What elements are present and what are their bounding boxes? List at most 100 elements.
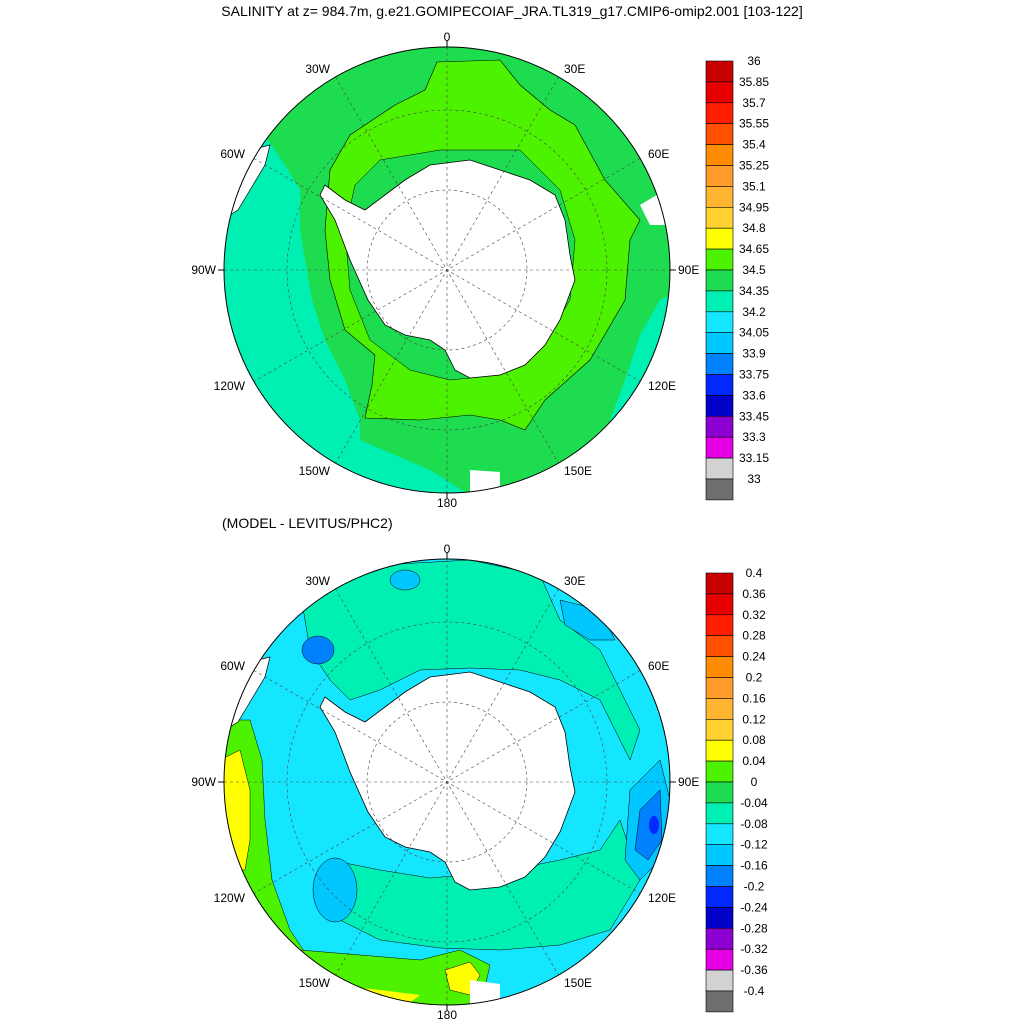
salinity-colorbar-swatch (705, 60, 734, 83)
diff-pool-minus-0.16-east (634, 789, 663, 861)
salinity-colorbar-swatch (705, 436, 734, 459)
difference-colorbar-label: -0.32 (740, 942, 768, 956)
salinity-colorbar-label: 34.2 (742, 305, 766, 319)
difference-colorbar-swatch (705, 781, 734, 804)
lon-label-60e-diff: 60E (648, 659, 669, 673)
difference-colorbar-label: 0.12 (742, 712, 766, 726)
difference-colorbar-label: -0.36 (740, 963, 768, 977)
difference-colorbar-swatch (705, 739, 734, 762)
lon-label-180-diff: 180 (437, 1008, 457, 1022)
salinity-colorbar-swatch (705, 311, 734, 333)
difference-colorbar-label: 0.24 (742, 650, 766, 664)
salinity-colorbar-label: 33.6 (742, 388, 766, 402)
difference-colorbar-swatch (705, 718, 734, 741)
difference-colorbar-label: 0.04 (742, 754, 766, 768)
salinity-map: 0 180 30W 30E 60W 60E 90W 90E 120W 120E … (191, 30, 769, 510)
salinity-colorbar-swatch (705, 353, 734, 375)
lon-label-120w-diff: 120W (214, 891, 246, 905)
lon-label-60e: 60E (648, 147, 669, 161)
antarctica-landmass-diff (319, 671, 576, 891)
lon-label-30w: 30W (305, 62, 330, 76)
salinity-colorbar-swatch (705, 248, 734, 271)
page-title: SALINITY at z= 984.7m, g.e21.GOMIPECOIAF… (221, 3, 803, 19)
lon-label-120e-diff: 120E (648, 891, 676, 905)
land-patch-east (640, 190, 670, 225)
difference-colorbar-swatch (705, 760, 734, 783)
salinity-colorbar-label: 34.8 (742, 221, 766, 235)
difference-colorbar-label: 0.28 (742, 629, 766, 643)
salinity-colorbar-label: 35.85 (739, 75, 769, 89)
difference-colorbar-swatch (705, 927, 734, 950)
difference-field (224, 559, 670, 1005)
salinity-colorbar-label: 33.75 (739, 368, 769, 382)
salinity-colorbar-label: 33.9 (742, 347, 766, 361)
diff-pool-minus-0.12-west (312, 857, 358, 923)
salinity-colorbar-label: 33 (747, 472, 761, 486)
difference-colorbar-swatch (705, 844, 734, 866)
difference-colorbar-label: -0.4 (744, 984, 765, 998)
salinity-colorbar-swatch (705, 81, 734, 104)
lon-label-90e: 90E (678, 263, 699, 277)
lon-label-150w-diff: 150W (299, 976, 331, 990)
difference-colorbar-label: 0.32 (742, 608, 766, 622)
salinity-colorbar-swatch (705, 415, 734, 438)
salinity-colorbar-label: 33.45 (739, 409, 769, 423)
salinity-colorbar: 36 35.85 35.7 35.55 35.4 35.25 35.1 34.95 34.8 34… (705, 54, 769, 501)
salinity-band-34.35 (224, 130, 470, 493)
lon-label-0: 0 (444, 30, 451, 44)
salinity-colorbar-label: 33.15 (739, 451, 769, 465)
difference-colorbar-swatch (705, 614, 734, 636)
salinity-colorbar-label: 34.65 (739, 242, 769, 256)
salinity-colorbar-swatch (705, 207, 734, 229)
salinity-ticks (218, 41, 676, 499)
lon-label-90w-diff: 90W (191, 775, 216, 789)
diff-pool-minus-0.16-atlantic (301, 635, 335, 665)
salinity-colorbar-swatch (705, 290, 734, 313)
difference-map: 0 180 30W 30E 60W 60E 90W 90E 120W 120E … (191, 542, 768, 1022)
difference-colorbar: 0.4 0.36 0.32 0.28 0.24 0.2 0.16 0.12 0.08 0.04 0 -… (705, 566, 768, 1013)
difference-colorbar-swatch (705, 948, 734, 971)
salinity-colorbar-swatch (705, 269, 734, 292)
difference-graticule (224, 559, 670, 1005)
difference-colorbar-swatch (705, 865, 734, 887)
difference-colorbar-swatch (705, 656, 734, 678)
salinity-colorbar-label: 34.05 (739, 326, 769, 340)
difference-colorbar-swatch (705, 907, 734, 929)
lon-label-180: 180 (437, 496, 457, 510)
salinity-colorbar-swatch (705, 144, 734, 166)
salinity-colorbar-label: 35.55 (739, 117, 769, 131)
salinity-colorbar-swatch (705, 165, 734, 187)
salinity-colorbar-swatch (705, 478, 734, 501)
difference-colorbar-label: 0.16 (742, 691, 766, 705)
difference-colorbar-label: -0.04 (740, 796, 768, 810)
lon-label-150e: 150E (564, 464, 592, 478)
difference-colorbar-swatch (705, 969, 734, 992)
diff-pool-minus-0.2-east (649, 816, 659, 834)
lon-label-30e: 30E (564, 62, 585, 76)
salinity-colorbar-label: 35.25 (739, 159, 769, 173)
salinity-colorbar-label: 34.35 (739, 284, 769, 298)
lon-label-90e-diff: 90E (678, 775, 699, 789)
salinity-colorbar-label: 34.95 (739, 200, 769, 214)
difference-colorbar-label: 0.2 (746, 671, 763, 685)
salinity-colorbar-swatch (705, 457, 734, 480)
salinity-colorbar-swatch (705, 102, 734, 125)
salinity-colorbar-label: 34.5 (742, 263, 766, 277)
lon-label-120w: 120W (214, 379, 246, 393)
salinity-colorbar-label: 33.3 (742, 430, 766, 444)
difference-lon-labels: 0 180 30W 30E 60W 60E 90W 90E 120W 120E … (191, 542, 699, 1022)
difference-colorbar-swatch (705, 990, 734, 1013)
difference-colorbar-label: -0.28 (740, 921, 768, 935)
difference-colorbar-label: -0.08 (740, 817, 768, 831)
salinity-colorbar-label: 35.1 (742, 179, 766, 193)
difference-colorbar-label: 0.36 (742, 587, 766, 601)
salinity-colorbar-swatch (705, 227, 734, 250)
salinity-lon-labels: 0 180 30W 30E 60W 60E 90W 90E 120W 120E … (191, 30, 699, 510)
difference-colorbar-swatch (705, 593, 734, 616)
difference-colorbar-swatch (705, 677, 734, 699)
salinity-field (224, 47, 670, 493)
salinity-colorbar-label: 35.4 (742, 138, 766, 152)
salinity-colorbar-swatch (705, 332, 734, 354)
difference-colorbar-swatch (705, 572, 734, 595)
lon-label-90w: 90W (191, 263, 216, 277)
